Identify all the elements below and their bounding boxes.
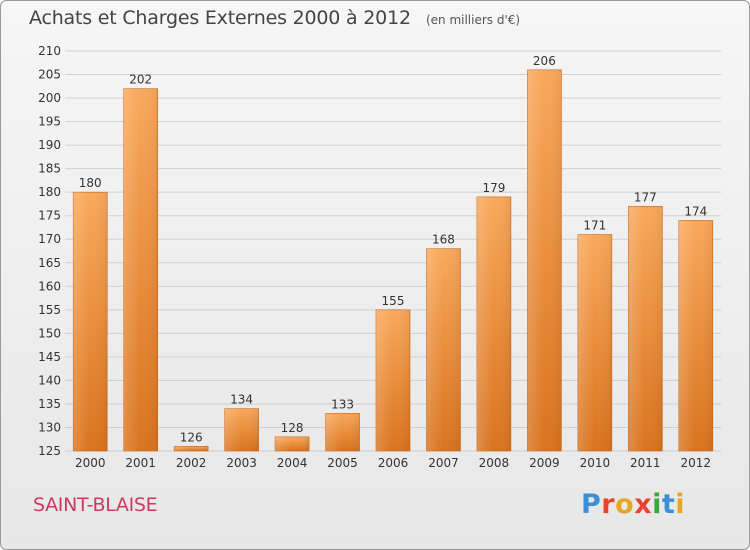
data-label: 133 [331,397,354,411]
y-tick-label: 205 [38,68,61,82]
bar-shine [174,446,209,451]
data-label: 174 [684,204,707,218]
data-label: 168 [432,233,455,247]
data-label: 128 [281,421,304,435]
bar-shine [376,309,410,451]
x-tick-label: 2002 [176,456,207,470]
bars [72,69,714,452]
y-tick-label: 140 [38,373,61,387]
x-tick-label: 2011 [630,456,661,470]
y-tick-label: 130 [38,420,61,434]
chart-title: Achats et Charges Externes 2000 à 2012 (… [29,7,520,37]
y-tick-label: 175 [38,209,61,223]
bar-shine [275,436,310,451]
x-tick-label: 2007 [428,456,459,470]
logo-letter: o [615,489,635,520]
data-label: 180 [79,176,102,190]
x-tick-label: 2012 [680,456,711,470]
logo-letter: t [661,489,676,520]
y-tick-label: 165 [38,256,61,270]
y-tick-label: 125 [38,444,61,458]
logo-letter: P [581,489,602,520]
data-label: 206 [533,54,556,68]
x-axis-ticks: 2000 2001 2002 2003 2004 2005 2006 2007 2008 2009… [75,456,711,470]
x-tick-label: 2005 [327,456,358,470]
y-tick-label: 180 [38,185,61,199]
chart-title-main: Achats et Charges Externes 2000 à 2012 [29,7,411,29]
y-axis-ticks: 125 130 135 140 145 150 155 160 165 170 175 180 185 1… [38,44,61,458]
bar-shine [678,220,713,451]
bar-shine [476,196,511,451]
chart-title-unit: (en milliers d'€) [425,13,521,27]
x-tick-label: 2001 [125,456,156,470]
bar-shine [577,234,612,451]
x-tick-label: 2004 [277,456,308,470]
x-tick-label: 2010 [580,456,611,470]
y-tick-label: 210 [38,44,61,58]
y-tick-label: 200 [38,91,61,105]
x-tick-label: 2006 [378,456,409,470]
logo-letter: i [652,489,662,520]
data-labels: 180 202 126 134 128 133 155 168 179 206 171 177 174 [79,54,707,444]
bar-shine [123,88,158,451]
y-tick-label: 185 [38,162,61,176]
data-label: 134 [230,393,253,407]
bar-shine [628,206,663,451]
logo-letter: r [601,489,616,520]
logo-letter: i [675,489,686,520]
data-label: 202 [129,73,152,87]
x-tick-label: 2003 [226,456,257,470]
bar-shine [224,408,259,451]
y-tick-label: 195 [38,115,61,129]
bar-shine [426,248,461,451]
bar-shine [325,413,360,451]
x-tick-label: 2009 [529,456,560,470]
y-tick-label: 135 [38,397,61,411]
y-tick-label: 155 [38,303,61,317]
data-label: 126 [180,430,203,444]
x-tick-label: 2008 [479,456,510,470]
proxiti-logo: Proxiti [581,489,685,520]
commune-name: SAINT-BLAISE [33,494,158,516]
bar-shine [527,69,562,451]
data-label: 179 [482,181,505,195]
bar-shine [73,192,108,452]
data-label: 171 [583,219,606,233]
y-tick-label: 160 [38,279,61,293]
x-tick-label: 2000 [75,456,106,470]
y-tick-label: 190 [38,138,61,152]
data-label: 155 [382,294,405,308]
logo-letter: x [634,489,653,520]
y-tick-label: 150 [38,326,61,340]
y-tick-label: 170 [38,232,61,246]
data-label: 177 [634,190,657,204]
y-tick-label: 145 [38,350,61,364]
